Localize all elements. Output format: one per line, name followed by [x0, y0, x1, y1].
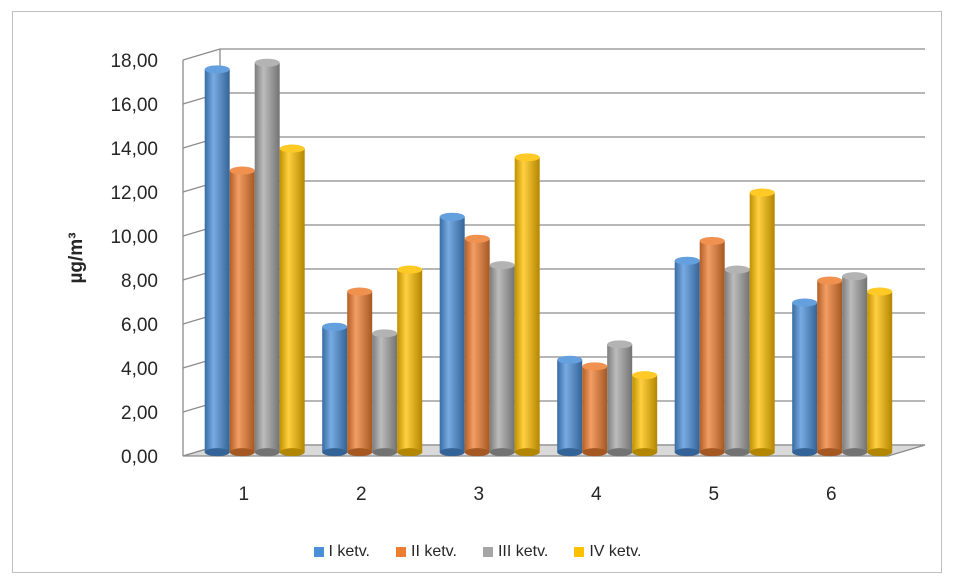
x-tick-label: 6 [826, 484, 837, 505]
bar-IV-ketv-3 [514, 153, 540, 457]
y-tick-labels: 0,00 2,00 4,00 6,00 8,00 10,00 12,00 14,00 16,00… [110, 51, 158, 468]
x-tick-label: 2 [356, 484, 367, 505]
legend-swatch [482, 547, 493, 557]
legend-swatch [313, 547, 324, 557]
legend-label: III ketv. [497, 543, 549, 560]
x-tick-label: 4 [591, 484, 602, 505]
y-tick-label: 18,00 [110, 51, 158, 72]
bars [204, 58, 893, 457]
bar-III-ketv-3 [489, 261, 515, 457]
side-gridline [182, 48, 221, 61]
bar-II-ketv-2 [347, 287, 373, 457]
legend-swatch [396, 547, 406, 557]
y-tick-label: 12,00 [110, 183, 158, 204]
legend-item: II ketv. [396, 543, 457, 561]
y-tick-label: 2,00 [121, 403, 158, 424]
bar-I-ketv-2 [322, 322, 348, 457]
bar-I-ketv-5 [674, 256, 700, 457]
legend: I ketv. II ketv. III ketv. IV ketv. [0, 538, 955, 566]
legend-item: III ketv. [482, 543, 549, 561]
y-tick-label: 14,00 [110, 139, 158, 160]
bar-IV-ketv-2 [397, 265, 423, 457]
bar-I-ketv-3 [439, 212, 465, 457]
bar-III-ketv-2 [372, 329, 398, 457]
bar-IV-ketv-1 [279, 144, 305, 457]
bar-III-ketv-4 [607, 340, 633, 457]
bar-I-ketv-4 [557, 355, 583, 457]
bar-II-ketv-5 [699, 236, 725, 457]
x-tick-label: 3 [473, 484, 484, 505]
bar-II-ketv-1 [229, 166, 255, 457]
x-tick-label: 5 [708, 484, 719, 505]
legend-item: I ketv. [313, 543, 371, 561]
y-tick-label: 16,00 [110, 95, 158, 116]
bar-I-ketv-1 [204, 65, 230, 457]
bar-III-ketv-5 [724, 265, 750, 457]
bar-II-ketv-6 [817, 276, 843, 457]
y-tick-label: 0,00 [121, 447, 158, 468]
bar-IV-ketv-4 [632, 371, 658, 457]
bar-II-ketv-4 [582, 362, 608, 457]
legend-item: IV ketv. [574, 543, 642, 561]
y-tick-label: 4,00 [121, 359, 158, 380]
bar-II-ketv-3 [464, 234, 490, 457]
x-tick-labels: 1 2 3 4 5 6 [238, 484, 836, 505]
bar-III-ketv-6 [842, 272, 868, 457]
y-axis-title: µg/m³ [66, 232, 87, 283]
bar-I-ketv-6 [792, 298, 818, 457]
y-tick-label: 10,00 [110, 227, 158, 248]
legend-label: IV ketv. [589, 543, 642, 560]
y-tick-label: 8,00 [121, 271, 158, 292]
y-tick-label: 6,00 [121, 315, 158, 336]
bar-IV-ketv-5 [749, 188, 775, 457]
legend-label: II ketv. [411, 543, 457, 560]
bar-IV-ketv-6 [867, 287, 893, 457]
legend-label: I ketv. [328, 543, 371, 560]
bar-III-ketv-1 [254, 58, 280, 457]
x-tick-label: 1 [238, 484, 249, 505]
legend-swatch [574, 547, 585, 557]
